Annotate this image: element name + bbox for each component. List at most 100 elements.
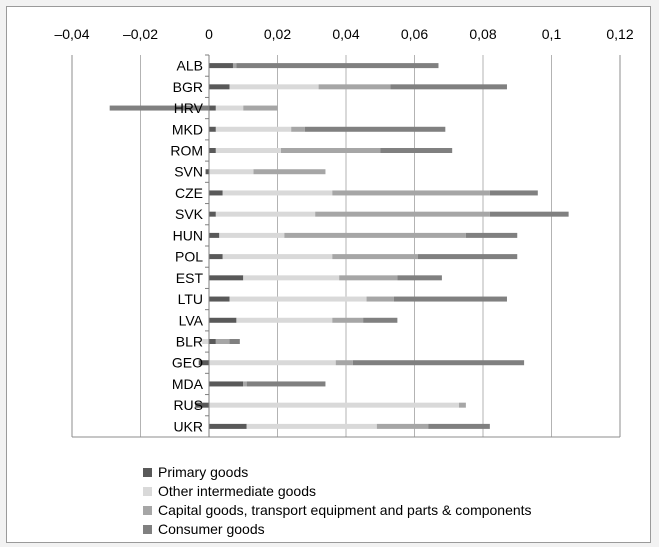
bar-segment xyxy=(393,296,507,302)
x-tick-label: –0,02 xyxy=(123,26,158,42)
bar-segment xyxy=(335,360,353,366)
bar-segment xyxy=(209,232,220,238)
bar-segment xyxy=(284,232,466,238)
bar-segment xyxy=(428,423,490,429)
bar-segment xyxy=(195,402,209,408)
bar-segment xyxy=(243,275,340,281)
category-label: SVN xyxy=(174,164,203,180)
bar-segment xyxy=(376,423,429,429)
category-label: SVK xyxy=(175,206,204,222)
legend-item-primary: Primary goods xyxy=(143,463,532,482)
bar-segment xyxy=(209,317,237,323)
bar-segment xyxy=(253,169,326,175)
stacked-bar-chart: –0,04 –0,02 0 0,02 0,04 0,06 0,08 0,1 0,12 ALB BG… xyxy=(54,26,634,438)
bar-segment xyxy=(209,360,336,366)
bar-segment xyxy=(246,423,377,429)
category-label: LTU xyxy=(178,291,203,307)
category-label: UKR xyxy=(173,418,203,434)
legend-swatch xyxy=(143,506,152,515)
x-tick-label: 0,04 xyxy=(332,26,359,42)
bar-segment xyxy=(332,317,364,323)
bar-segment xyxy=(215,339,230,344)
x-tick-label: –0,04 xyxy=(54,26,89,42)
bar-segment xyxy=(380,148,453,153)
bar-segment xyxy=(291,126,305,132)
category-label: MKD xyxy=(172,121,203,137)
legend-label: Consumer goods xyxy=(158,521,265,537)
bar-segment xyxy=(209,423,247,429)
x-tick-label: 0 xyxy=(205,26,213,42)
category-label: CZE xyxy=(175,185,203,201)
bar-segment xyxy=(209,190,223,196)
legend-item-capital: Capital goods, transport equipment and p… xyxy=(143,501,532,520)
category-label: HUN xyxy=(173,227,203,243)
bar-segment xyxy=(243,105,278,111)
category-label: BLR xyxy=(176,334,203,350)
x-tick-label: 0,12 xyxy=(606,26,633,42)
category-label: BGR xyxy=(173,79,203,95)
legend-swatch xyxy=(143,468,152,477)
bar-segment xyxy=(489,211,569,217)
bar-segment xyxy=(109,105,209,111)
x-tick-label: 0,08 xyxy=(469,26,496,42)
bar-segment xyxy=(332,190,490,196)
bar-segment xyxy=(489,190,538,196)
bar-segment xyxy=(465,232,518,238)
bar-segment xyxy=(417,254,518,260)
bar-segment xyxy=(209,105,216,111)
bar-segment xyxy=(222,190,333,196)
bar-segment xyxy=(209,296,230,302)
bar-segment xyxy=(222,254,333,260)
bar-segment xyxy=(209,339,216,344)
axes xyxy=(71,54,621,438)
x-tick-label: 0,06 xyxy=(401,26,428,42)
bar-segment xyxy=(366,296,394,302)
bar-segment xyxy=(209,275,244,281)
legend-label: Primary goods xyxy=(158,464,249,480)
legend-swatch xyxy=(143,487,152,496)
bar-segment xyxy=(397,275,442,281)
bar-segment xyxy=(209,402,460,408)
bar-segment xyxy=(209,169,254,175)
bar-segment xyxy=(205,169,209,175)
bar-segment xyxy=(229,339,240,344)
bar-segment xyxy=(209,381,244,387)
bar-segment xyxy=(315,211,490,217)
bar-segment xyxy=(209,148,216,153)
category-label: EST xyxy=(176,270,204,286)
bar-segment xyxy=(215,105,244,111)
category-label: MDA xyxy=(172,376,204,392)
category-label: ALB xyxy=(177,58,203,74)
bar-segment xyxy=(209,63,233,69)
category-label: LVA xyxy=(179,312,204,328)
category-label: RUS xyxy=(173,397,203,413)
bar-segment xyxy=(229,84,319,90)
legend-swatch xyxy=(143,525,152,534)
bar-segment xyxy=(352,360,525,366)
bars xyxy=(109,63,569,429)
bar-segment xyxy=(202,339,209,344)
category-label: HRV xyxy=(174,100,204,116)
bar-segment xyxy=(236,317,333,323)
gridlines xyxy=(71,55,621,437)
bar-segment xyxy=(363,317,398,323)
legend: Primary goods Other intermediate goods C… xyxy=(143,463,532,539)
bar-segment xyxy=(280,148,381,153)
bar-segment xyxy=(219,232,285,238)
bar-segment xyxy=(215,148,281,153)
bar-segment xyxy=(332,254,418,260)
legend-item-other-intermediate: Other intermediate goods xyxy=(143,482,532,501)
bar-segment xyxy=(215,126,292,132)
bar-segment xyxy=(390,84,507,90)
bar-segment xyxy=(198,360,209,366)
legend-label: Capital goods, transport equipment and p… xyxy=(158,502,532,518)
category-labels: ALB BGR HRV MKD ROM SVN CZE SVK HUN POL EST LTU LVA B… xyxy=(170,58,203,435)
category-label: GEO xyxy=(172,355,203,371)
category-label: POL xyxy=(175,249,203,265)
x-tick-labels: –0,04 –0,02 0 0,02 0,04 0,06 0,08 0,1 0,12 xyxy=(54,26,633,42)
legend-item-consumer: Consumer goods xyxy=(143,520,532,539)
bar-segment xyxy=(246,381,326,387)
bar-segment xyxy=(209,254,223,260)
bar-segment xyxy=(339,275,398,281)
bar-segment xyxy=(209,211,216,217)
